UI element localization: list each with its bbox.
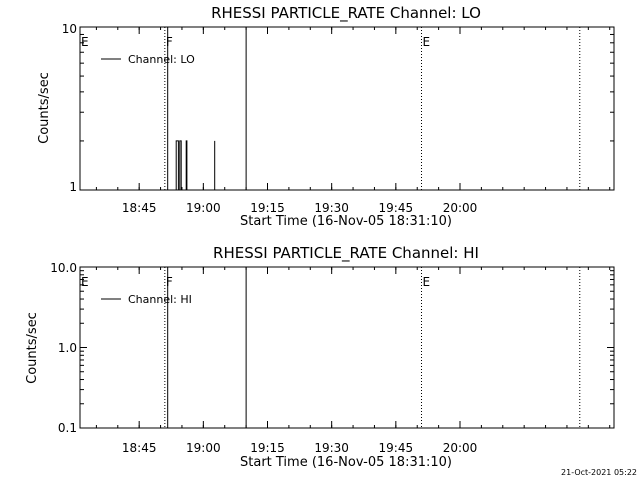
hi-legend: Channel: HI (101, 293, 192, 306)
hi-ytick-label-1: 1.0 (58, 341, 77, 355)
hi-channel-panel: RHESSI PARTICLE_RATE Channel: HI Counts/… (25, 244, 615, 470)
hi-ylabel: Counts/sec (25, 312, 40, 384)
lo-plot-frame (79, 26, 615, 191)
hi-xtick-label: 18:45 (122, 441, 157, 455)
lo-series-line (175, 140, 216, 191)
hi-ytick-label-0-1: 0.1 (58, 421, 77, 435)
lo-xtick-label: 20:00 (443, 201, 478, 215)
lo-ylabel: Counts/sec (37, 72, 52, 144)
lo-ytick-label-1: 1 (69, 180, 77, 194)
lo-xtick-label: 18:45 (122, 201, 157, 215)
lo-xtick-label: 19:30 (314, 201, 349, 215)
hi-xtick-label: 19:30 (314, 441, 349, 455)
footer-timestamp: 21-Oct-2021 05:22 (561, 468, 637, 477)
hi-xtick-label: 19:15 (250, 441, 285, 455)
lo-event-label: E (423, 35, 431, 49)
hi-event-label: F (166, 275, 173, 289)
lo-chart-title: RHESSI PARTICLE_RATE Channel: LO (211, 4, 481, 23)
lo-event-label: E (81, 35, 89, 49)
hi-event-label: E (81, 275, 89, 289)
lo-xtick-label: 19:45 (379, 201, 414, 215)
lo-event-label: F (166, 35, 173, 49)
hi-xtick-label: 19:00 (186, 441, 221, 455)
hi-ytick-label-10: 10.0 (50, 261, 77, 275)
lo-ytick-label-10: 10 (62, 22, 77, 36)
lo-plot-marks: 18:45 19:00 19:15 19:30 19:45 20:00 E F E (79, 26, 614, 215)
hi-event-label: E (423, 275, 431, 289)
lo-xlabel: Start Time (16-Nov-05 18:31:10) (240, 214, 452, 229)
lo-xtick-label: 19:15 (250, 201, 285, 215)
hi-plot-frame (79, 266, 615, 429)
lo-legend-label: Channel: LO (128, 53, 195, 66)
hi-legend-label: Channel: HI (128, 293, 192, 306)
hi-xlabel: Start Time (16-Nov-05 18:31:10) (240, 455, 452, 470)
hi-chart-title: RHESSI PARTICLE_RATE Channel: HI (213, 244, 479, 263)
lo-xtick-label: 19:00 (186, 201, 221, 215)
hi-plot-marks: 18:45 19:00 19:15 19:30 19:45 20:00 E F E (79, 266, 614, 455)
lo-channel-panel: RHESSI PARTICLE_RATE Channel: LO Counts/… (37, 4, 615, 229)
hi-xtick-label: 19:45 (379, 441, 414, 455)
hi-xtick-label: 20:00 (443, 441, 478, 455)
lo-legend: Channel: LO (101, 53, 195, 66)
